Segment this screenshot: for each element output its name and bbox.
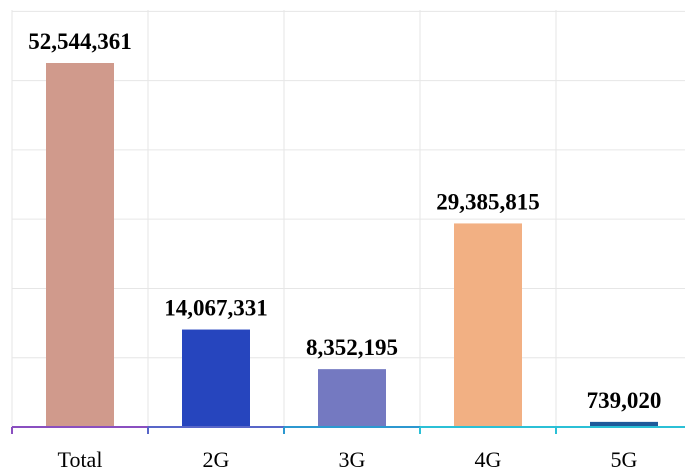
data-label-3g: 8,352,195 [306, 335, 398, 360]
bars [46, 63, 658, 427]
bar-2g [182, 329, 250, 427]
tick-label-5g: 5G [611, 447, 638, 472]
data-label-5g: 739,020 [587, 388, 662, 413]
bar-5g [590, 421, 658, 427]
tick-label-total: Total [58, 447, 103, 472]
bar-total [46, 63, 114, 427]
tick-label-2g: 2G [203, 447, 230, 472]
tick-label-3g: 3G [339, 447, 366, 472]
bar-3g [318, 369, 386, 427]
data-label-total: 52,544,361 [28, 29, 132, 54]
x-tick-labels: Total 2G 3G 4G 5G [58, 447, 638, 472]
x-axis [11, 426, 685, 434]
bar-4g [454, 223, 522, 427]
tick-label-4g: 4G [475, 447, 502, 472]
data-label-2g: 14,067,331 [164, 296, 268, 321]
data-label-4g: 29,385,815 [436, 189, 540, 214]
data-labels: 52,544,361 14,067,331 8,352,195 29,385,815 7… [28, 29, 661, 413]
gridlines [11, 10, 685, 427]
